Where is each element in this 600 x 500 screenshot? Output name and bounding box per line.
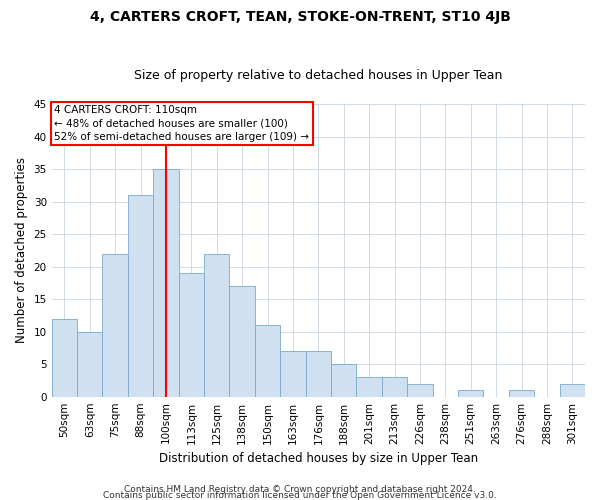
X-axis label: Distribution of detached houses by size in Upper Tean: Distribution of detached houses by size … — [159, 452, 478, 465]
Bar — [356, 377, 382, 396]
Bar — [103, 254, 128, 396]
Bar — [52, 318, 77, 396]
Text: Contains HM Land Registry data © Crown copyright and database right 2024.: Contains HM Land Registry data © Crown c… — [124, 484, 476, 494]
Bar — [560, 384, 585, 396]
Text: 4 CARTERS CROFT: 110sqm
← 48% of detached houses are smaller (100)
52% of semi-d: 4 CARTERS CROFT: 110sqm ← 48% of detache… — [54, 106, 309, 142]
Bar — [305, 351, 331, 397]
Bar — [204, 254, 229, 396]
Bar — [153, 169, 179, 396]
Title: Size of property relative to detached houses in Upper Tean: Size of property relative to detached ho… — [134, 69, 503, 82]
Bar — [255, 325, 280, 396]
Bar — [331, 364, 356, 396]
Text: 4, CARTERS CROFT, TEAN, STOKE-ON-TRENT, ST10 4JB: 4, CARTERS CROFT, TEAN, STOKE-ON-TRENT, … — [89, 10, 511, 24]
Bar — [407, 384, 433, 396]
Bar — [458, 390, 484, 396]
Bar — [229, 286, 255, 397]
Y-axis label: Number of detached properties: Number of detached properties — [15, 158, 28, 344]
Bar — [280, 351, 305, 397]
Bar — [382, 377, 407, 396]
Bar — [77, 332, 103, 396]
Bar — [179, 273, 204, 396]
Bar — [128, 195, 153, 396]
Bar — [509, 390, 534, 396]
Text: Contains public sector information licensed under the Open Government Licence v3: Contains public sector information licen… — [103, 490, 497, 500]
